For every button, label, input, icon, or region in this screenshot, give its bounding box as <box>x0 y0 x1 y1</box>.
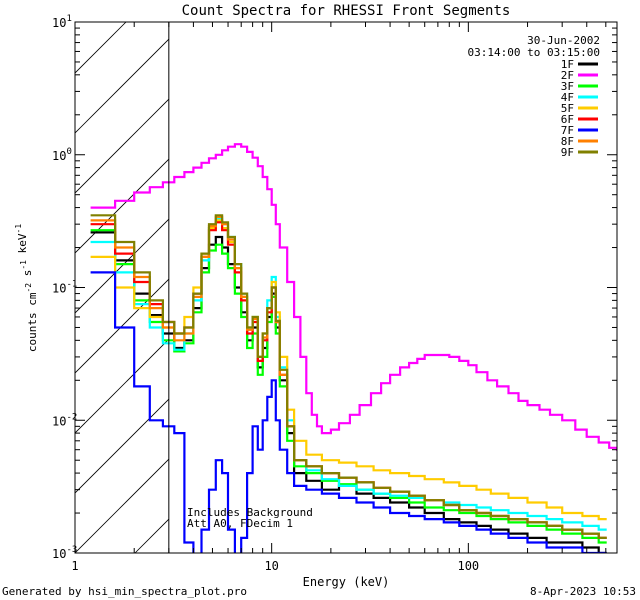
series-line-8F <box>90 215 607 539</box>
legend-label-6F: 6F <box>561 113 574 126</box>
x-tick-label: 1 <box>71 559 78 573</box>
y-axis-label: counts cm-2 s-1 keV-1 <box>14 224 39 352</box>
chart-title: Count Spectra for RHESSI Front Segments <box>182 3 511 19</box>
y-tick-label: 101 <box>52 14 72 30</box>
annotation-background: Includes Background <box>187 506 313 519</box>
y-axis-tick-labels: 10-3 10-2 10-1 100 101 <box>52 14 77 561</box>
legend-label-9F: 9F <box>561 146 574 159</box>
series-line-7F <box>90 271 607 553</box>
y-tick-label: 10-1 <box>52 280 77 296</box>
series-line-5F <box>90 219 607 521</box>
x-tick-label: 100 <box>457 559 479 573</box>
y-tick-label: 10-3 <box>52 545 77 561</box>
series-line-2F <box>90 143 617 451</box>
y-tick-label: 10-2 <box>52 412 77 428</box>
annotation-attenuator: Att A0, FDecim 1 <box>187 517 293 530</box>
time-range-label: 03:14:00 to 03:15:00 <box>468 46 600 59</box>
footer-generator: Generated by hsi_min_spectra_plot.pro <box>2 585 248 598</box>
legend-label-1F: 1F <box>561 58 574 71</box>
series-line-4F <box>90 217 607 531</box>
legend-label-8F: 8F <box>561 135 574 148</box>
x-axis-tick-labels: 1 10 100 <box>71 559 479 573</box>
legend-label-3F: 3F <box>561 80 574 93</box>
axis-ticks <box>74 21 617 554</box>
legend-label-7F: 7F <box>561 124 574 137</box>
x-axis-label: Energy (keV) <box>303 575 390 589</box>
series-line-6F <box>90 221 607 539</box>
legend-label-5F: 5F <box>561 102 574 115</box>
footer-timestamp: 8-Apr-2023 10:53 <box>530 585 636 598</box>
y-tick-label: 100 <box>52 147 72 163</box>
x-tick-label: 10 <box>264 559 278 573</box>
series-line-9F <box>90 214 607 539</box>
date-label: 30-Jun-2002 <box>527 34 600 47</box>
series-line-3F <box>90 229 607 544</box>
legend-label-2F: 2F <box>561 69 574 82</box>
series-layer <box>90 143 617 553</box>
legend-label-4F: 4F <box>561 91 574 104</box>
plot-frame <box>74 21 618 554</box>
